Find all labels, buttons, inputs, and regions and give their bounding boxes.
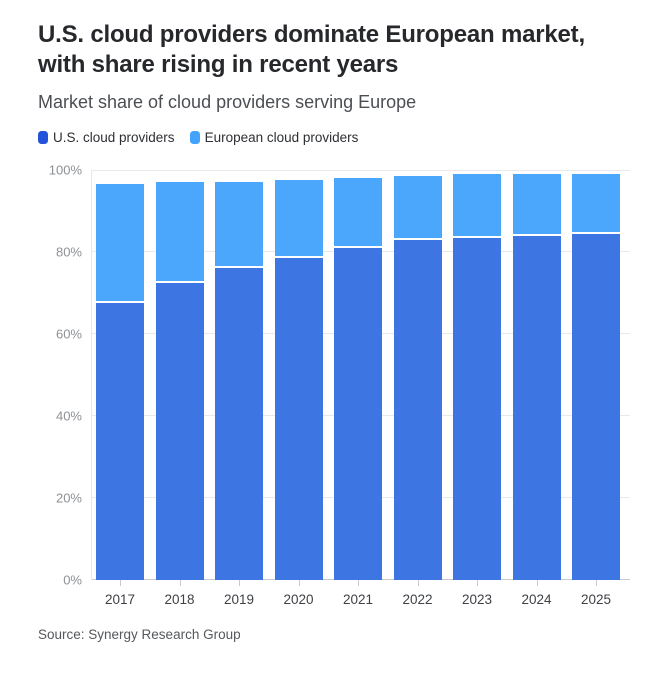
segment-us-2019 <box>215 268 263 580</box>
bar-column-2025: 2025 <box>572 170 620 607</box>
segment-european-2022 <box>393 176 442 240</box>
segment-european-2023 <box>453 174 501 238</box>
segment-us-2020 <box>274 258 323 580</box>
segment-european-2025 <box>572 174 620 234</box>
x-label-2017: 2017 <box>104 592 136 607</box>
y-tick-label-100: 100% <box>48 162 82 178</box>
segment-european-2019 <box>215 182 263 269</box>
legend: U.S. cloud providers European cloud prov… <box>38 130 630 145</box>
x-label-2018: 2018 <box>164 592 195 607</box>
segment-us-2018 <box>155 282 204 580</box>
x-label-2022: 2022 <box>402 592 433 607</box>
bar-column-2023: 2023 <box>453 170 501 607</box>
legend-label-european: European cloud providers <box>204 130 359 145</box>
chart-title: U.S. cloud providers dominate European m… <box>38 21 585 78</box>
segment-us-2017 <box>96 303 144 580</box>
x-label-2021: 2021 <box>342 592 374 607</box>
x-axis-tick-2019 <box>239 580 240 586</box>
x-axis-tick-2024 <box>536 580 538 586</box>
x-axis-tick-2022 <box>417 580 419 586</box>
legend-item-us-cloud-providers: U.S. cloud providers <box>38 130 175 145</box>
y-tick-label-0: 0% <box>63 572 82 588</box>
x-label-2023: 2023 <box>461 592 493 607</box>
bar-column-2017: 2017 <box>96 170 144 607</box>
european-cloud-providers-swatch-icon <box>189 131 200 144</box>
stacked-bar-chart: 0% 20% 40% 60% 80% 100% 2017 2018 2019 2020 2021 2… <box>38 164 630 607</box>
segment-us-2021 <box>334 247 382 580</box>
x-axis-tick-2023 <box>477 580 478 586</box>
gridline-100 <box>92 170 630 171</box>
y-tick-label-80: 80% <box>55 244 82 260</box>
bars-row: 2017 2018 2019 2020 2021 2022 2023 2024 2025 <box>92 170 630 607</box>
segment-european-2020 <box>274 180 323 259</box>
bar-column-2024: 2024 <box>512 170 561 607</box>
segment-european-2018 <box>155 182 204 283</box>
segment-us-2022 <box>393 239 442 580</box>
x-label-2020: 2020 <box>283 592 314 607</box>
y-tick-label-20: 20% <box>55 490 82 506</box>
segment-european-2024 <box>512 174 561 236</box>
y-tick-label-40: 40% <box>55 408 82 424</box>
chart-subtitle: Market share of cloud providers serving … <box>38 92 417 112</box>
x-label-2024: 2024 <box>521 592 552 607</box>
segment-us-2023 <box>453 237 501 580</box>
plot-area: 2017 2018 2019 2020 2021 2022 2023 2024 2025 <box>91 170 630 607</box>
x-axis-tick-2017 <box>120 580 121 586</box>
x-axis-tick-2021 <box>358 580 359 586</box>
bar-column-2019: 2019 <box>215 170 263 607</box>
us-cloud-providers-swatch-icon <box>38 131 48 144</box>
segment-us-2025 <box>572 233 620 580</box>
segment-us-2024 <box>512 235 561 580</box>
segment-european-2017 <box>96 184 144 304</box>
segment-european-2021 <box>334 178 382 248</box>
x-label-2025: 2025 <box>580 592 612 607</box>
x-axis-tick-2020 <box>298 580 300 586</box>
y-tick-label-60: 60% <box>55 326 82 342</box>
bar-column-2020: 2020 <box>274 170 323 607</box>
x-axis-tick-2018 <box>179 580 181 586</box>
bar-column-2022: 2022 <box>393 170 442 607</box>
x-axis-tick-2025 <box>596 580 597 586</box>
source-note: Source: Synergy Research Group <box>38 627 241 642</box>
legend-label-us: U.S. cloud providers <box>53 130 175 145</box>
legend-item-european-cloud-providers: European cloud providers <box>189 130 359 145</box>
y-axis: 0% 20% 40% 60% 80% 100% <box>38 164 91 587</box>
x-label-2019: 2019 <box>223 592 255 607</box>
bar-column-2021: 2021 <box>334 170 382 607</box>
bar-column-2018: 2018 <box>155 170 204 607</box>
